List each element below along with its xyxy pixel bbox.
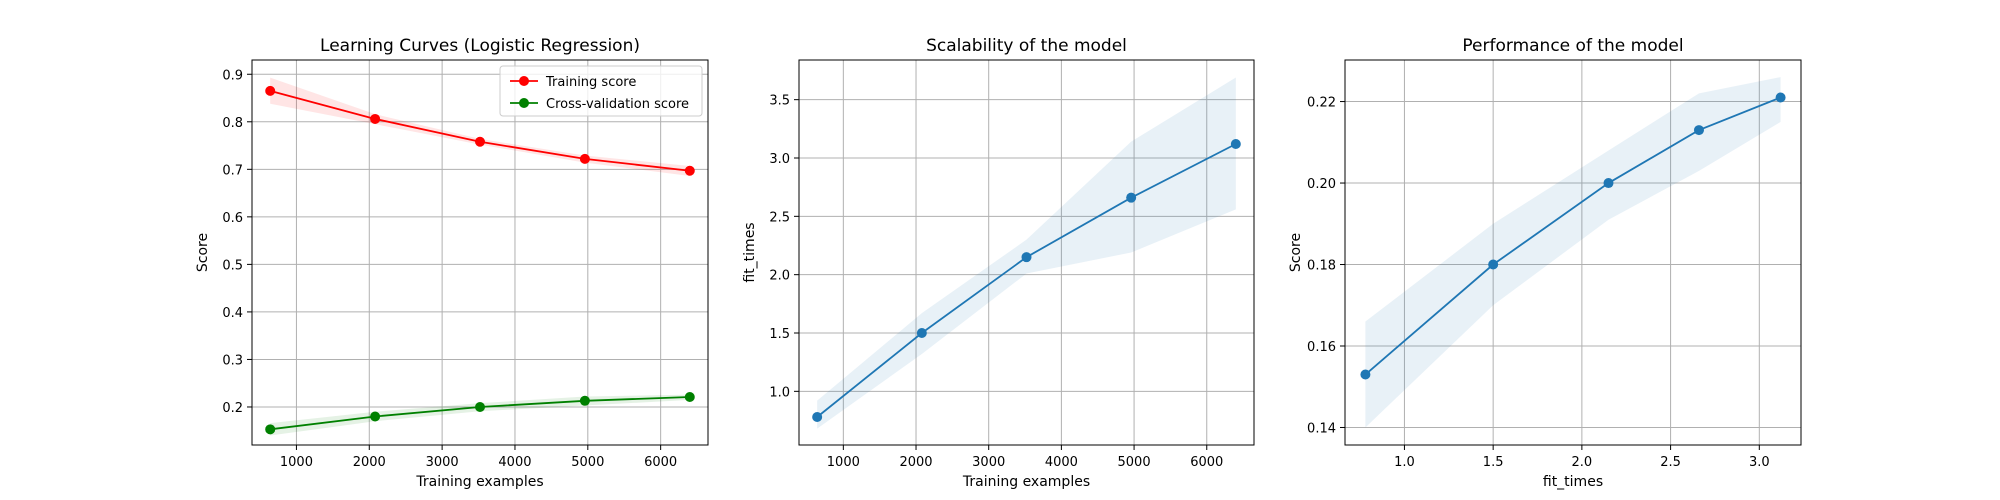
data-point — [1230, 139, 1241, 149]
y-tick-label: 0.6 — [222, 211, 243, 226]
y-tick-label: 0.4 — [222, 306, 243, 321]
x-tick-label: 5000 — [1118, 455, 1151, 470]
x-tick-label: 2.0 — [1572, 455, 1593, 470]
x-tick-label: 4000 — [1045, 455, 1078, 470]
y-tick-label: 2.0 — [769, 269, 790, 284]
data-point — [1693, 125, 1704, 136]
x-axis-label: fit_times — [1543, 474, 1603, 490]
x-tick-label: 2.5 — [1660, 455, 1681, 470]
y-tick-label: 0.3 — [222, 353, 243, 368]
axes-frame — [798, 59, 1255, 446]
axes-frame — [1344, 59, 1802, 446]
data-point — [1775, 92, 1786, 103]
legend-label: Cross-validation score — [546, 97, 689, 112]
y-tick-label: 0.7 — [222, 163, 243, 178]
x-tick-label: 1000 — [280, 455, 313, 470]
y-tick-label: 0.8 — [222, 116, 243, 131]
x-tick-label: 6000 — [1190, 455, 1223, 470]
legend-box — [499, 65, 703, 117]
y-tick-label: 0.9 — [222, 68, 243, 83]
x-tick-label: 3.0 — [1749, 455, 1770, 470]
x-tick-label: 1000 — [827, 455, 860, 470]
chart-3: 1.0 1.5 2.0 2.5 3.0 0.14 0.16 0.18 0.20 0.22 Perfo… — [1288, 36, 1802, 490]
data-point — [1021, 252, 1032, 263]
y-tick-label: 0.20 — [1307, 177, 1336, 192]
x-tick-label: 4000 — [498, 455, 531, 470]
legend: Training score Cross-validation score — [499, 65, 703, 117]
y-tick-label: 0.18 — [1307, 259, 1336, 274]
chart-title: Scalability of the model — [926, 36, 1127, 56]
data-point — [475, 401, 485, 412]
y-tick-label: 3.5 — [769, 94, 790, 109]
x-tick-label: 1.5 — [1483, 455, 1504, 470]
x-axis-label: Training examples — [415, 474, 543, 490]
y-axis-label: Score — [195, 233, 211, 272]
series-1 — [1360, 77, 1786, 428]
data-point — [1126, 192, 1137, 203]
x-tick-label: 2000 — [353, 455, 386, 470]
x-tick-label: 1.0 — [1394, 455, 1415, 470]
legend-marker-swatch — [519, 98, 529, 108]
y-tick-label: 0.14 — [1307, 421, 1336, 436]
data-point — [265, 85, 276, 96]
x-tick-label: 3000 — [426, 455, 459, 470]
x-tick-label: 2000 — [899, 455, 932, 470]
y-tick-label: 0.2 — [222, 401, 243, 416]
data-point — [579, 395, 590, 406]
x-tick-label: 6000 — [644, 455, 677, 470]
data-point — [684, 391, 695, 402]
axes-frame — [251, 59, 709, 446]
data-point — [579, 153, 590, 164]
data-point — [370, 411, 381, 422]
y-tick-label: 3.0 — [769, 152, 790, 167]
data-point — [1488, 259, 1499, 270]
data-point — [916, 328, 927, 338]
chart-title: Learning Curves (Logistic Regression) — [320, 36, 640, 56]
chart-1: 1000 2000 3000 4000 5000 6000 0.2 0.3 0.4 0.5 0.6 0… — [195, 36, 709, 490]
confidence-band — [1365, 77, 1781, 428]
x-tick-label: 3000 — [972, 455, 1005, 470]
legend-marker-swatch — [519, 76, 529, 86]
y-tick-label: 2.5 — [769, 210, 790, 225]
series-1 — [812, 77, 1241, 429]
y-axis-label: Score — [1288, 233, 1304, 272]
data-point — [265, 424, 276, 435]
x-axis-label: Training examples — [962, 474, 1090, 490]
y-axis-label: fit_times — [742, 222, 758, 282]
chart-2: 1000 2000 3000 4000 5000 6000 1.0 1.5 2.0 2.5 3.0 3… — [742, 36, 1255, 490]
y-tick-label: 0.22 — [1307, 96, 1336, 111]
data-point — [684, 165, 695, 176]
data-point — [475, 136, 485, 147]
y-tick-label: 1.0 — [769, 385, 790, 400]
series-1 — [265, 77, 695, 176]
y-tick-label: 1.5 — [769, 327, 790, 342]
data-point — [1603, 178, 1614, 189]
series-2 — [265, 391, 695, 436]
y-tick-label: 0.16 — [1307, 340, 1336, 355]
x-tick-label: 5000 — [571, 455, 604, 470]
y-tick-label: 0.5 — [222, 258, 243, 273]
legend-label: Training score — [545, 75, 636, 90]
data-point — [370, 113, 381, 124]
chart-title: Performance of the model — [1462, 36, 1683, 56]
data-point — [1360, 369, 1371, 380]
data-point — [812, 412, 823, 422]
